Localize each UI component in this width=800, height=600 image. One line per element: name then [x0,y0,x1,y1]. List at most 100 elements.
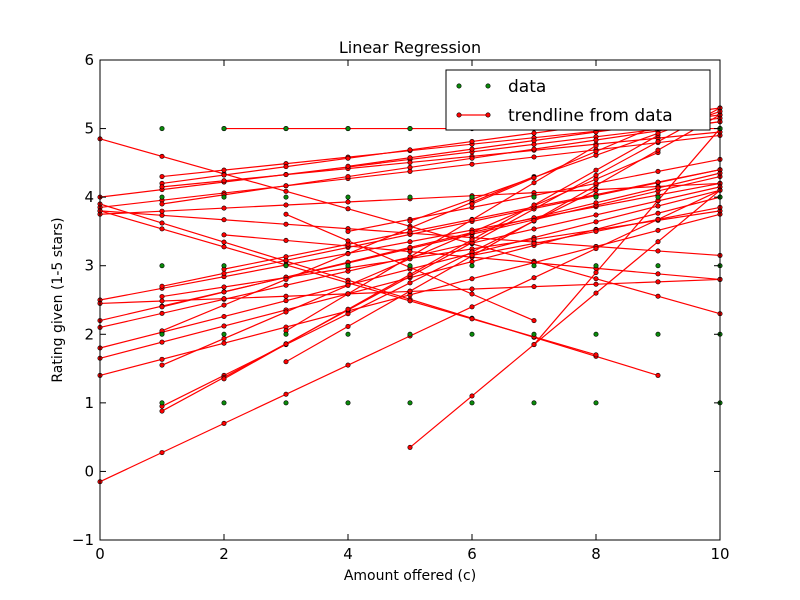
legend-data-swatch-marker-left [456,83,462,89]
x-tick-label: 10 [710,545,729,563]
trendline-point [407,164,413,170]
trendline-point [159,408,165,414]
trendline-point [655,139,661,145]
trendline-point [283,359,289,365]
trendline-point [469,229,475,235]
trendline-point [407,239,413,245]
trendline-point [593,180,599,186]
data-point [345,263,351,269]
data-point [469,263,475,269]
data-point [221,400,227,406]
trendline-point [593,228,599,234]
legend-data-swatch-marker-right [485,83,491,89]
trendline-point [345,228,351,234]
chart-title: Linear Regression [339,38,481,57]
x-tick-label: 4 [343,545,353,563]
data-point [407,331,413,337]
legend-label-trendline: trendline from data [508,106,673,126]
trendline-point [345,291,351,297]
trendline-point [593,200,599,206]
trendline-point [345,174,351,180]
trendline-point [221,178,227,184]
trendline-point [655,185,661,191]
data-point [159,126,165,132]
trendline-point [655,372,661,378]
data-point [345,194,351,200]
trendline-18 [161,131,721,188]
data-point [283,400,289,406]
trendline-point [655,293,661,299]
trendline-point [655,203,661,209]
trendline-point [345,251,351,257]
trendline-point [407,298,413,304]
data-point [593,194,599,200]
trendline-point [655,239,661,245]
y-tick-label: 6 [84,51,94,69]
trendline-point [283,211,289,217]
trendline-point [593,212,599,218]
data-point [531,400,537,406]
trendline-point [469,155,475,161]
data-point [407,400,413,406]
data-point [407,126,413,132]
plot-area [97,105,723,485]
trendline-point [283,237,289,243]
trendline-point [407,288,413,294]
trendline-point [469,316,475,322]
trendline-point [655,248,661,254]
trendline-point [593,167,599,173]
trendline-point [345,163,351,169]
trendline-point [531,146,537,152]
data-point [221,126,227,132]
trendline-point [469,217,475,223]
axes-frame [99,59,721,541]
trendline-point [159,339,165,345]
data-point [469,400,475,406]
trendline-point [531,240,537,246]
trendline-point [345,323,351,329]
trendline-point [469,139,475,145]
trendline-31 [285,145,597,332]
trendline-point [345,282,351,288]
data-point [531,194,537,200]
trendline-point [655,227,661,233]
trendline-point [469,237,475,243]
data-point [283,126,289,132]
trendline-point [159,356,165,362]
data-point [159,400,165,406]
trendline-point [531,202,537,208]
trendline-point [283,276,289,282]
data-point [159,331,165,337]
trendline-point [407,444,413,450]
trendline-point [469,286,475,292]
trendline-point [531,218,537,224]
trendline-point [221,284,227,290]
trendline-point [221,239,227,245]
trendline-point [655,216,661,222]
y-tick-label: −1 [72,531,94,549]
trendline-point [593,143,599,149]
trendline-point [469,276,475,282]
trendline-point [407,254,413,260]
trendline-point [221,205,227,211]
trendline-point [655,130,661,136]
trendline-point [469,259,475,265]
trendline-point [283,172,289,178]
data-point [345,126,351,132]
data-point [655,263,661,269]
data-point [469,194,475,200]
data-point [593,400,599,406]
trendline-point [593,187,599,193]
trendline-point [221,217,227,223]
data-point [469,331,475,337]
trendline-point [221,323,227,329]
trendline-point [469,146,475,152]
trendline-35 [409,189,721,448]
x-tick-label: 0 [95,545,105,563]
trendline-point [469,201,475,207]
trendline-point [345,306,351,312]
trendline-point [593,246,599,252]
legend: data trendline from data [445,69,711,131]
trendline-point [221,232,227,238]
trendline-point [531,180,537,186]
